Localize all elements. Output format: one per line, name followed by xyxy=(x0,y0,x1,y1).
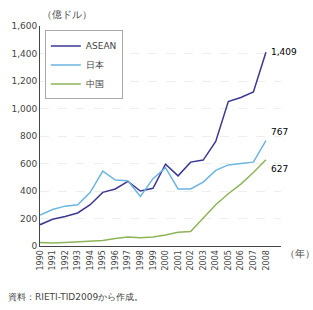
svg-text:1,409: 1,409 xyxy=(271,47,297,57)
svg-text:1996: 1996 xyxy=(111,250,120,270)
svg-text:2008: 2008 xyxy=(262,250,271,270)
svg-text:767: 767 xyxy=(271,127,288,137)
svg-text:1993: 1993 xyxy=(73,250,82,270)
svg-text:日本: 日本 xyxy=(86,60,104,70)
svg-text:2004: 2004 xyxy=(211,250,220,270)
svg-text:2000: 2000 xyxy=(161,250,170,270)
svg-text:（億ドル）: （億ドル） xyxy=(42,9,92,20)
svg-text:627: 627 xyxy=(271,164,288,174)
svg-text:（年）: （年） xyxy=(285,248,313,259)
svg-text:400: 400 xyxy=(20,186,37,196)
svg-text:800: 800 xyxy=(20,131,37,141)
svg-text:1994: 1994 xyxy=(86,250,95,270)
svg-text:資料：RIETI-TID2009から作成。: 資料：RIETI-TID2009から作成。 xyxy=(8,292,143,302)
svg-text:2006: 2006 xyxy=(236,250,245,270)
svg-text:1991: 1991 xyxy=(48,250,57,270)
svg-text:2005: 2005 xyxy=(224,250,233,270)
svg-text:1995: 1995 xyxy=(98,250,107,270)
svg-text:2007: 2007 xyxy=(249,250,258,270)
svg-text:1992: 1992 xyxy=(61,250,70,270)
svg-text:2002: 2002 xyxy=(186,250,195,270)
svg-text:中国: 中国 xyxy=(86,79,104,89)
svg-text:1997: 1997 xyxy=(123,250,132,270)
svg-text:200: 200 xyxy=(20,214,37,224)
svg-text:0: 0 xyxy=(31,241,37,251)
svg-text:1990: 1990 xyxy=(36,250,45,270)
svg-text:1999: 1999 xyxy=(149,250,158,270)
svg-text:1,600: 1,600 xyxy=(11,21,37,31)
svg-text:1,000: 1,000 xyxy=(11,104,37,114)
svg-text:1998: 1998 xyxy=(136,250,145,270)
svg-text:600: 600 xyxy=(20,159,37,169)
svg-text:ASEAN: ASEAN xyxy=(86,41,116,51)
svg-text:2003: 2003 xyxy=(199,250,208,270)
svg-text:1,200: 1,200 xyxy=(11,76,37,86)
svg-text:2001: 2001 xyxy=(174,250,183,270)
svg-text:1,400: 1,400 xyxy=(11,49,37,59)
